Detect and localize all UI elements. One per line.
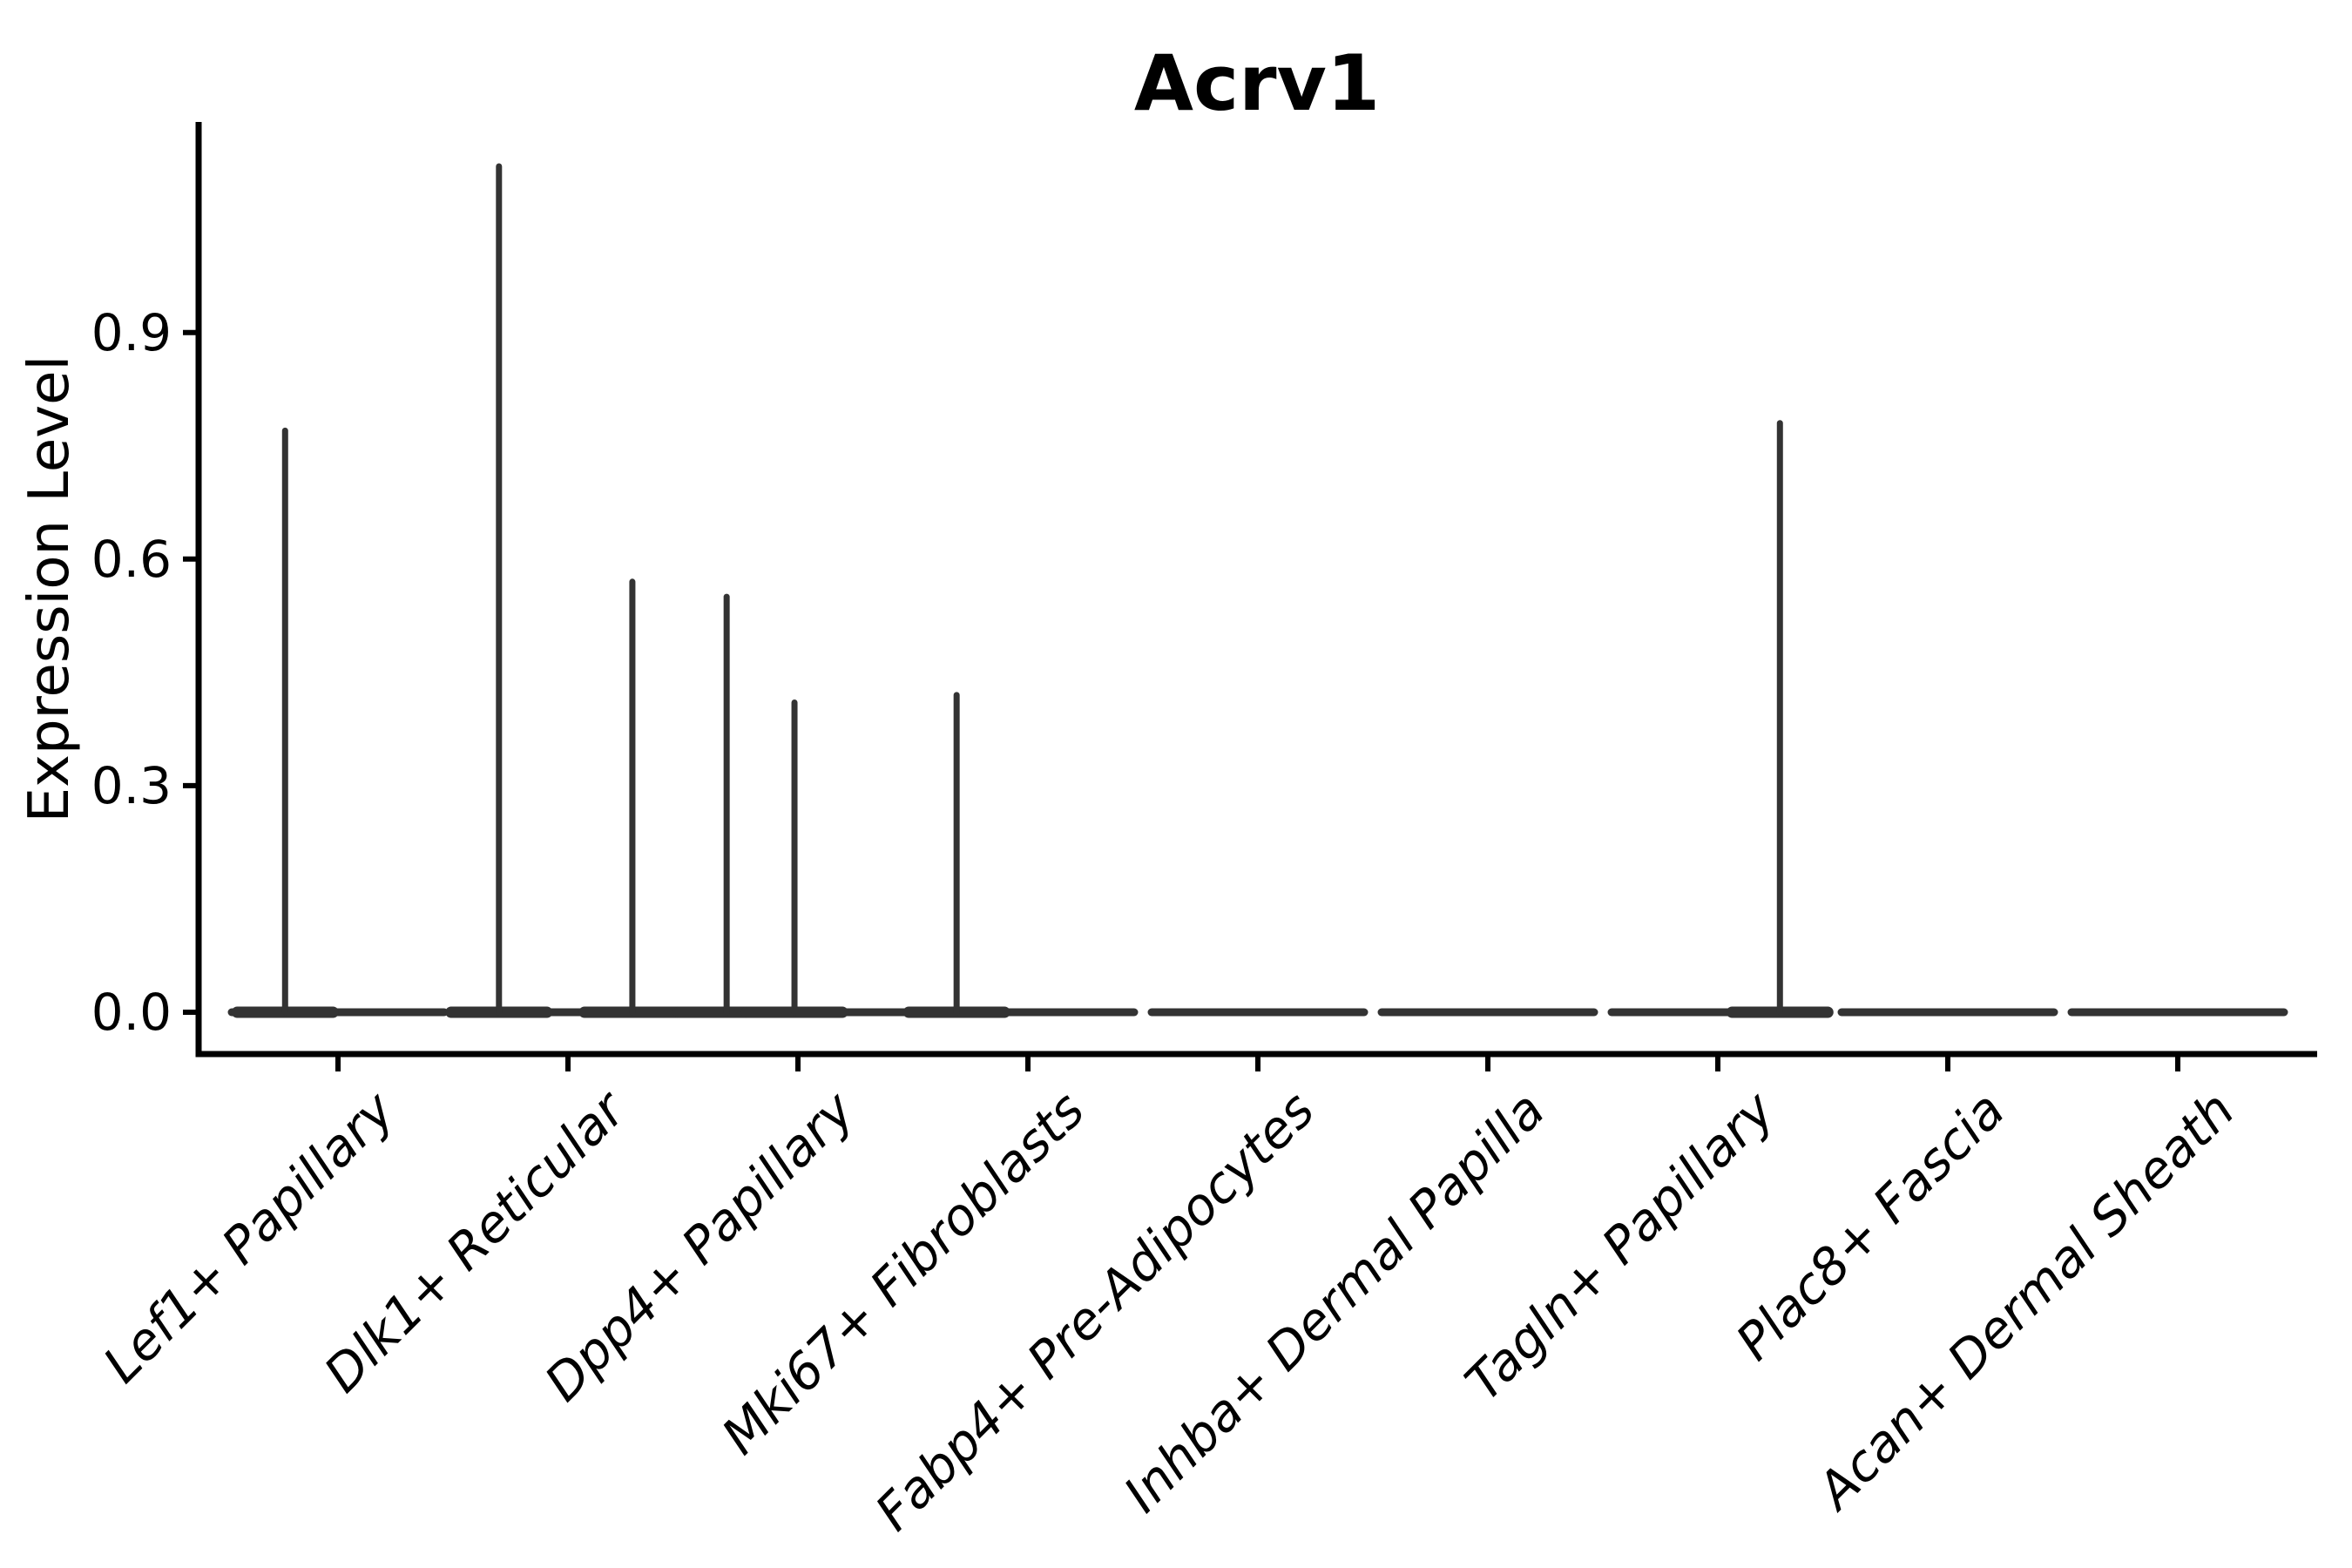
- y-tick-label: 0.0: [91, 983, 172, 1042]
- y-tick-label: 0.6: [91, 529, 172, 589]
- y-tick-label: 0.3: [91, 755, 172, 815]
- axis-spine: [195, 122, 2317, 1058]
- y-tick-label: 0.9: [91, 302, 172, 362]
- plot-title: Acrv1: [1133, 38, 1381, 128]
